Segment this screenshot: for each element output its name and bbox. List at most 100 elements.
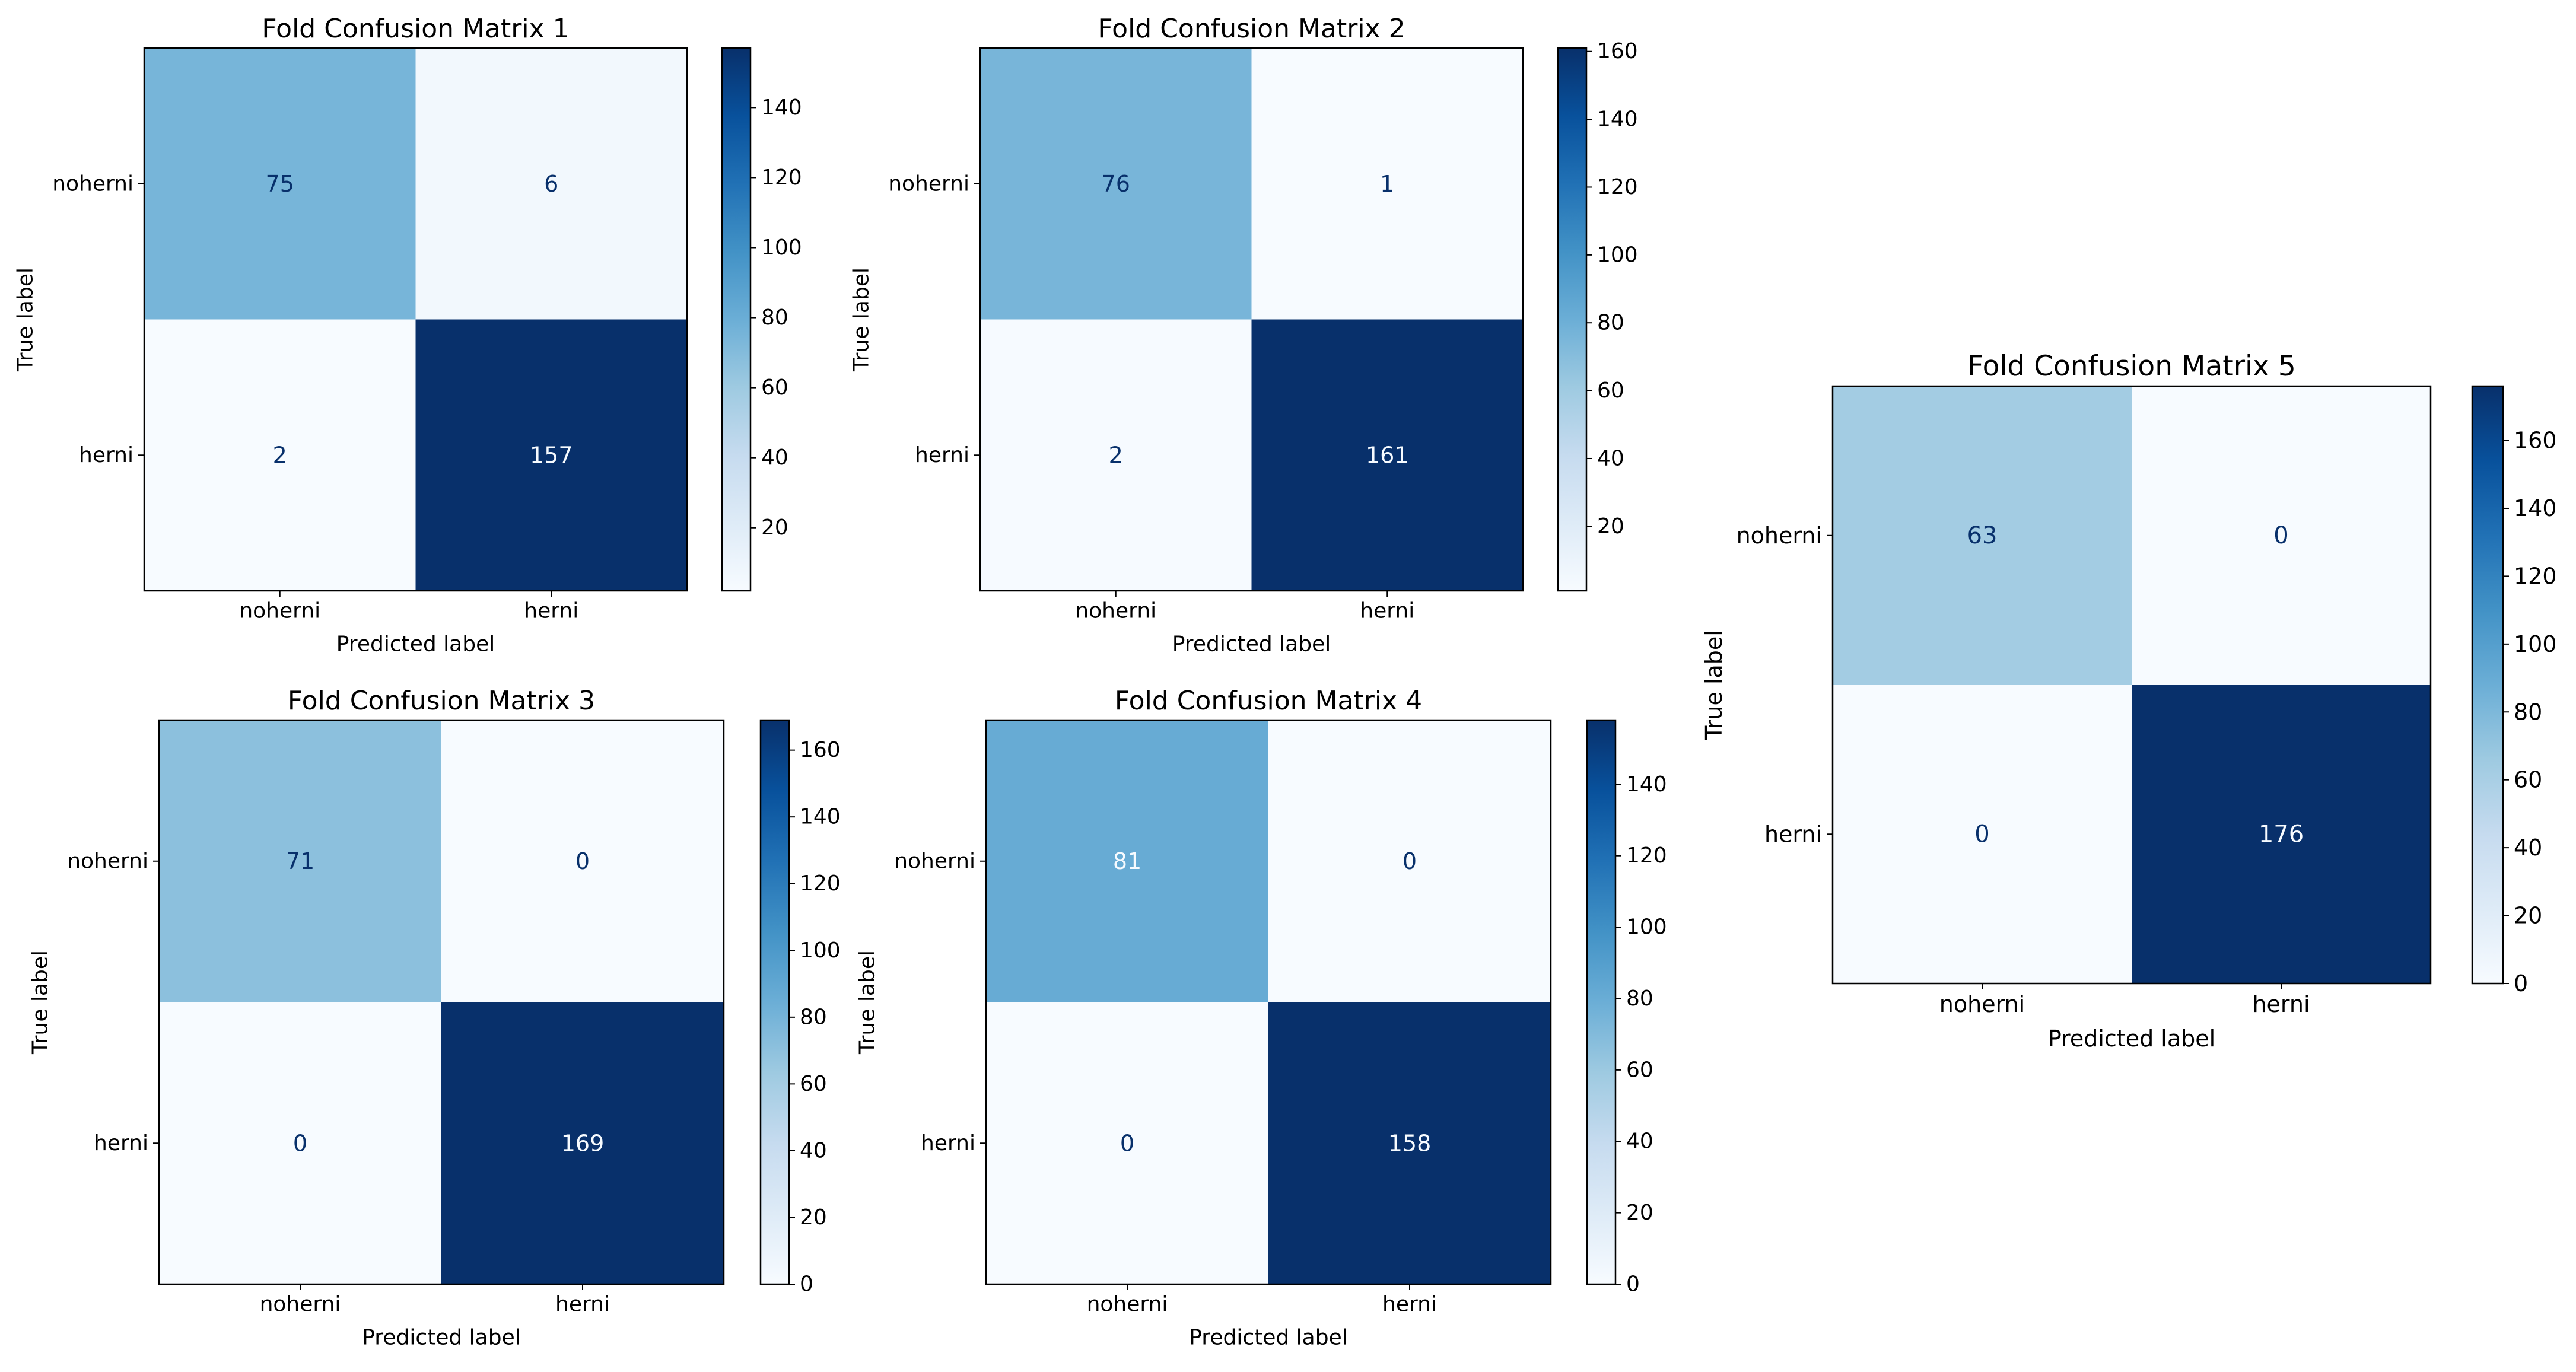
colorbar	[1586, 719, 1617, 1285]
cell-value-label: 0	[293, 1130, 307, 1156]
colorbar-tick-label: 40	[800, 1138, 827, 1163]
cell-value-label: 2	[1109, 442, 1123, 468]
colorbar-tick-label: 80	[1597, 311, 1624, 335]
colorbar-tick-label: 0	[800, 1272, 813, 1297]
x-tick-label: noherni	[239, 599, 320, 623]
y-axis-label: True label	[850, 268, 874, 372]
y-tick-label: herni	[915, 443, 969, 467]
y-axis-label: True label	[856, 950, 880, 1055]
colorbar-tick-label: 140	[761, 96, 802, 120]
colorbar-tick-label: 60	[800, 1072, 827, 1096]
x-tick-label: herni	[2252, 991, 2310, 1017]
cell-value-label: 0	[2273, 522, 2288, 549]
cell-value-label: 63	[1967, 522, 1998, 549]
matrix-cell	[415, 319, 687, 591]
matrix-frame	[985, 719, 1552, 1285]
colorbar-tick-label: 40	[1626, 1129, 1653, 1154]
colorbar-tick-label: 100	[1597, 243, 1638, 267]
chart-title: Fold Confusion Matrix 3	[288, 686, 595, 716]
y-tick-label: noherni	[67, 849, 148, 873]
x-axis-label: Predicted label	[336, 632, 495, 657]
matrix-cell	[980, 48, 1252, 320]
colorbar-tick-label: 80	[800, 1005, 827, 1029]
matrix-cell	[159, 720, 441, 1002]
x-tick-label: herni	[1382, 1293, 1437, 1317]
y-axis-label: True label	[28, 950, 53, 1055]
colorbar-tick-label: 0	[2514, 970, 2528, 997]
matrix-cell	[1268, 1002, 1551, 1284]
y-tick-label: noherni	[894, 849, 975, 873]
matrix-frame	[158, 719, 725, 1285]
y-tick-label: herni	[79, 443, 133, 467]
cell-value-label: 0	[1403, 848, 1417, 874]
confusion-matrix-panel-1: 75 6 2 157 noherni herni noherni herni Fold Conf…	[14, 14, 802, 657]
colorbar-tick-label: 120	[1597, 175, 1638, 199]
colorbar-tick-label: 160	[1597, 39, 1638, 63]
colorbar-tick-label: 60	[2514, 767, 2542, 793]
colorbar-tick-label: 20	[2514, 903, 2542, 929]
matrix-frame	[1831, 385, 2432, 985]
matrix-cell	[986, 720, 1268, 1002]
matrix-cell	[980, 319, 1252, 591]
colorbar-tick-label: 80	[761, 305, 788, 330]
y-tick-label: herni	[1764, 821, 1822, 847]
cell-value-label: 76	[1102, 171, 1130, 197]
colorbar-tick-label: 120	[761, 165, 802, 190]
cell-value-label: 176	[2259, 820, 2304, 848]
cell-value-label: 0	[1974, 820, 1989, 848]
cell-value-label: 158	[1388, 1130, 1432, 1156]
cell-value-label: 75	[266, 171, 294, 197]
chart-title: Fold Confusion Matrix 2	[1098, 14, 1405, 44]
cell-value-label: 6	[544, 171, 558, 197]
matrix-frame	[143, 47, 688, 592]
x-tick-label: noherni	[260, 1293, 341, 1317]
matrix-cell	[1268, 720, 1551, 1002]
cell-value-label: 71	[286, 848, 314, 874]
colorbar-tick-label: 40	[761, 445, 788, 470]
cell-value-label: 157	[530, 442, 573, 468]
matrix-frame	[979, 47, 1524, 592]
x-axis-label: Predicted label	[1172, 632, 1331, 657]
colorbar-tick-label: 20	[1597, 514, 1624, 539]
cell-value-label: 1	[1380, 171, 1394, 197]
y-tick-label: herni	[921, 1131, 975, 1155]
x-tick-label: herni	[555, 1293, 610, 1317]
colorbar-tick-label: 120	[1626, 843, 1667, 868]
x-axis-label: Predicted label	[1189, 1326, 1348, 1350]
matrix-cell	[415, 48, 687, 320]
y-tick-label: herni	[94, 1131, 148, 1155]
colorbar-tick-label: 140	[2514, 495, 2557, 521]
colorbar-tick-label: 100	[761, 235, 802, 260]
x-tick-label: noherni	[1939, 991, 2025, 1017]
colorbar-tick-label: 40	[1597, 446, 1624, 470]
y-tick-label: noherni	[52, 171, 133, 196]
matrix-cell	[986, 1002, 1268, 1284]
colorbar-tick-label: 20	[800, 1205, 827, 1230]
chart-title: Fold Confusion Matrix 4	[1115, 686, 1422, 716]
matrix-cell	[159, 1002, 441, 1284]
colorbar-tick-label: 140	[1626, 772, 1667, 797]
cell-value-label: 169	[561, 1130, 605, 1156]
colorbar-tick-label: 120	[800, 871, 841, 896]
matrix-cell	[2132, 386, 2431, 685]
matrix-cell	[1833, 386, 2132, 685]
cell-value-label: 2	[273, 442, 287, 468]
chart-title: Fold Confusion Matrix 1	[262, 14, 569, 44]
colorbar-tick-label: 80	[2514, 699, 2542, 725]
colorbar-tick-label: 0	[1626, 1272, 1640, 1297]
colorbar-tick-label: 100	[800, 938, 841, 963]
confusion-matrix-panel-2: 76 1 2 161 noherni herni noherni herni Fold Conf…	[850, 14, 1638, 657]
colorbar-tick-label: 20	[1626, 1201, 1653, 1225]
confusion-matrix-panel-3: 71 0 0 169 noherni herni noherni herni Fold Conf…	[28, 686, 841, 1350]
colorbar	[1557, 47, 1588, 592]
y-axis-label: True label	[14, 268, 38, 372]
colorbar-tick-label: 60	[1626, 1058, 1653, 1082]
matrix-cell	[441, 720, 724, 1002]
x-tick-label: herni	[1360, 599, 1414, 623]
x-axis-label: Predicted label	[2048, 1026, 2215, 1052]
colorbar-tick-label: 20	[761, 515, 788, 540]
x-tick-label: noherni	[1075, 599, 1156, 623]
colorbar-tick-label: 160	[2514, 428, 2557, 454]
matrix-cell	[144, 48, 416, 320]
colorbar-tick-label: 60	[1597, 378, 1624, 403]
